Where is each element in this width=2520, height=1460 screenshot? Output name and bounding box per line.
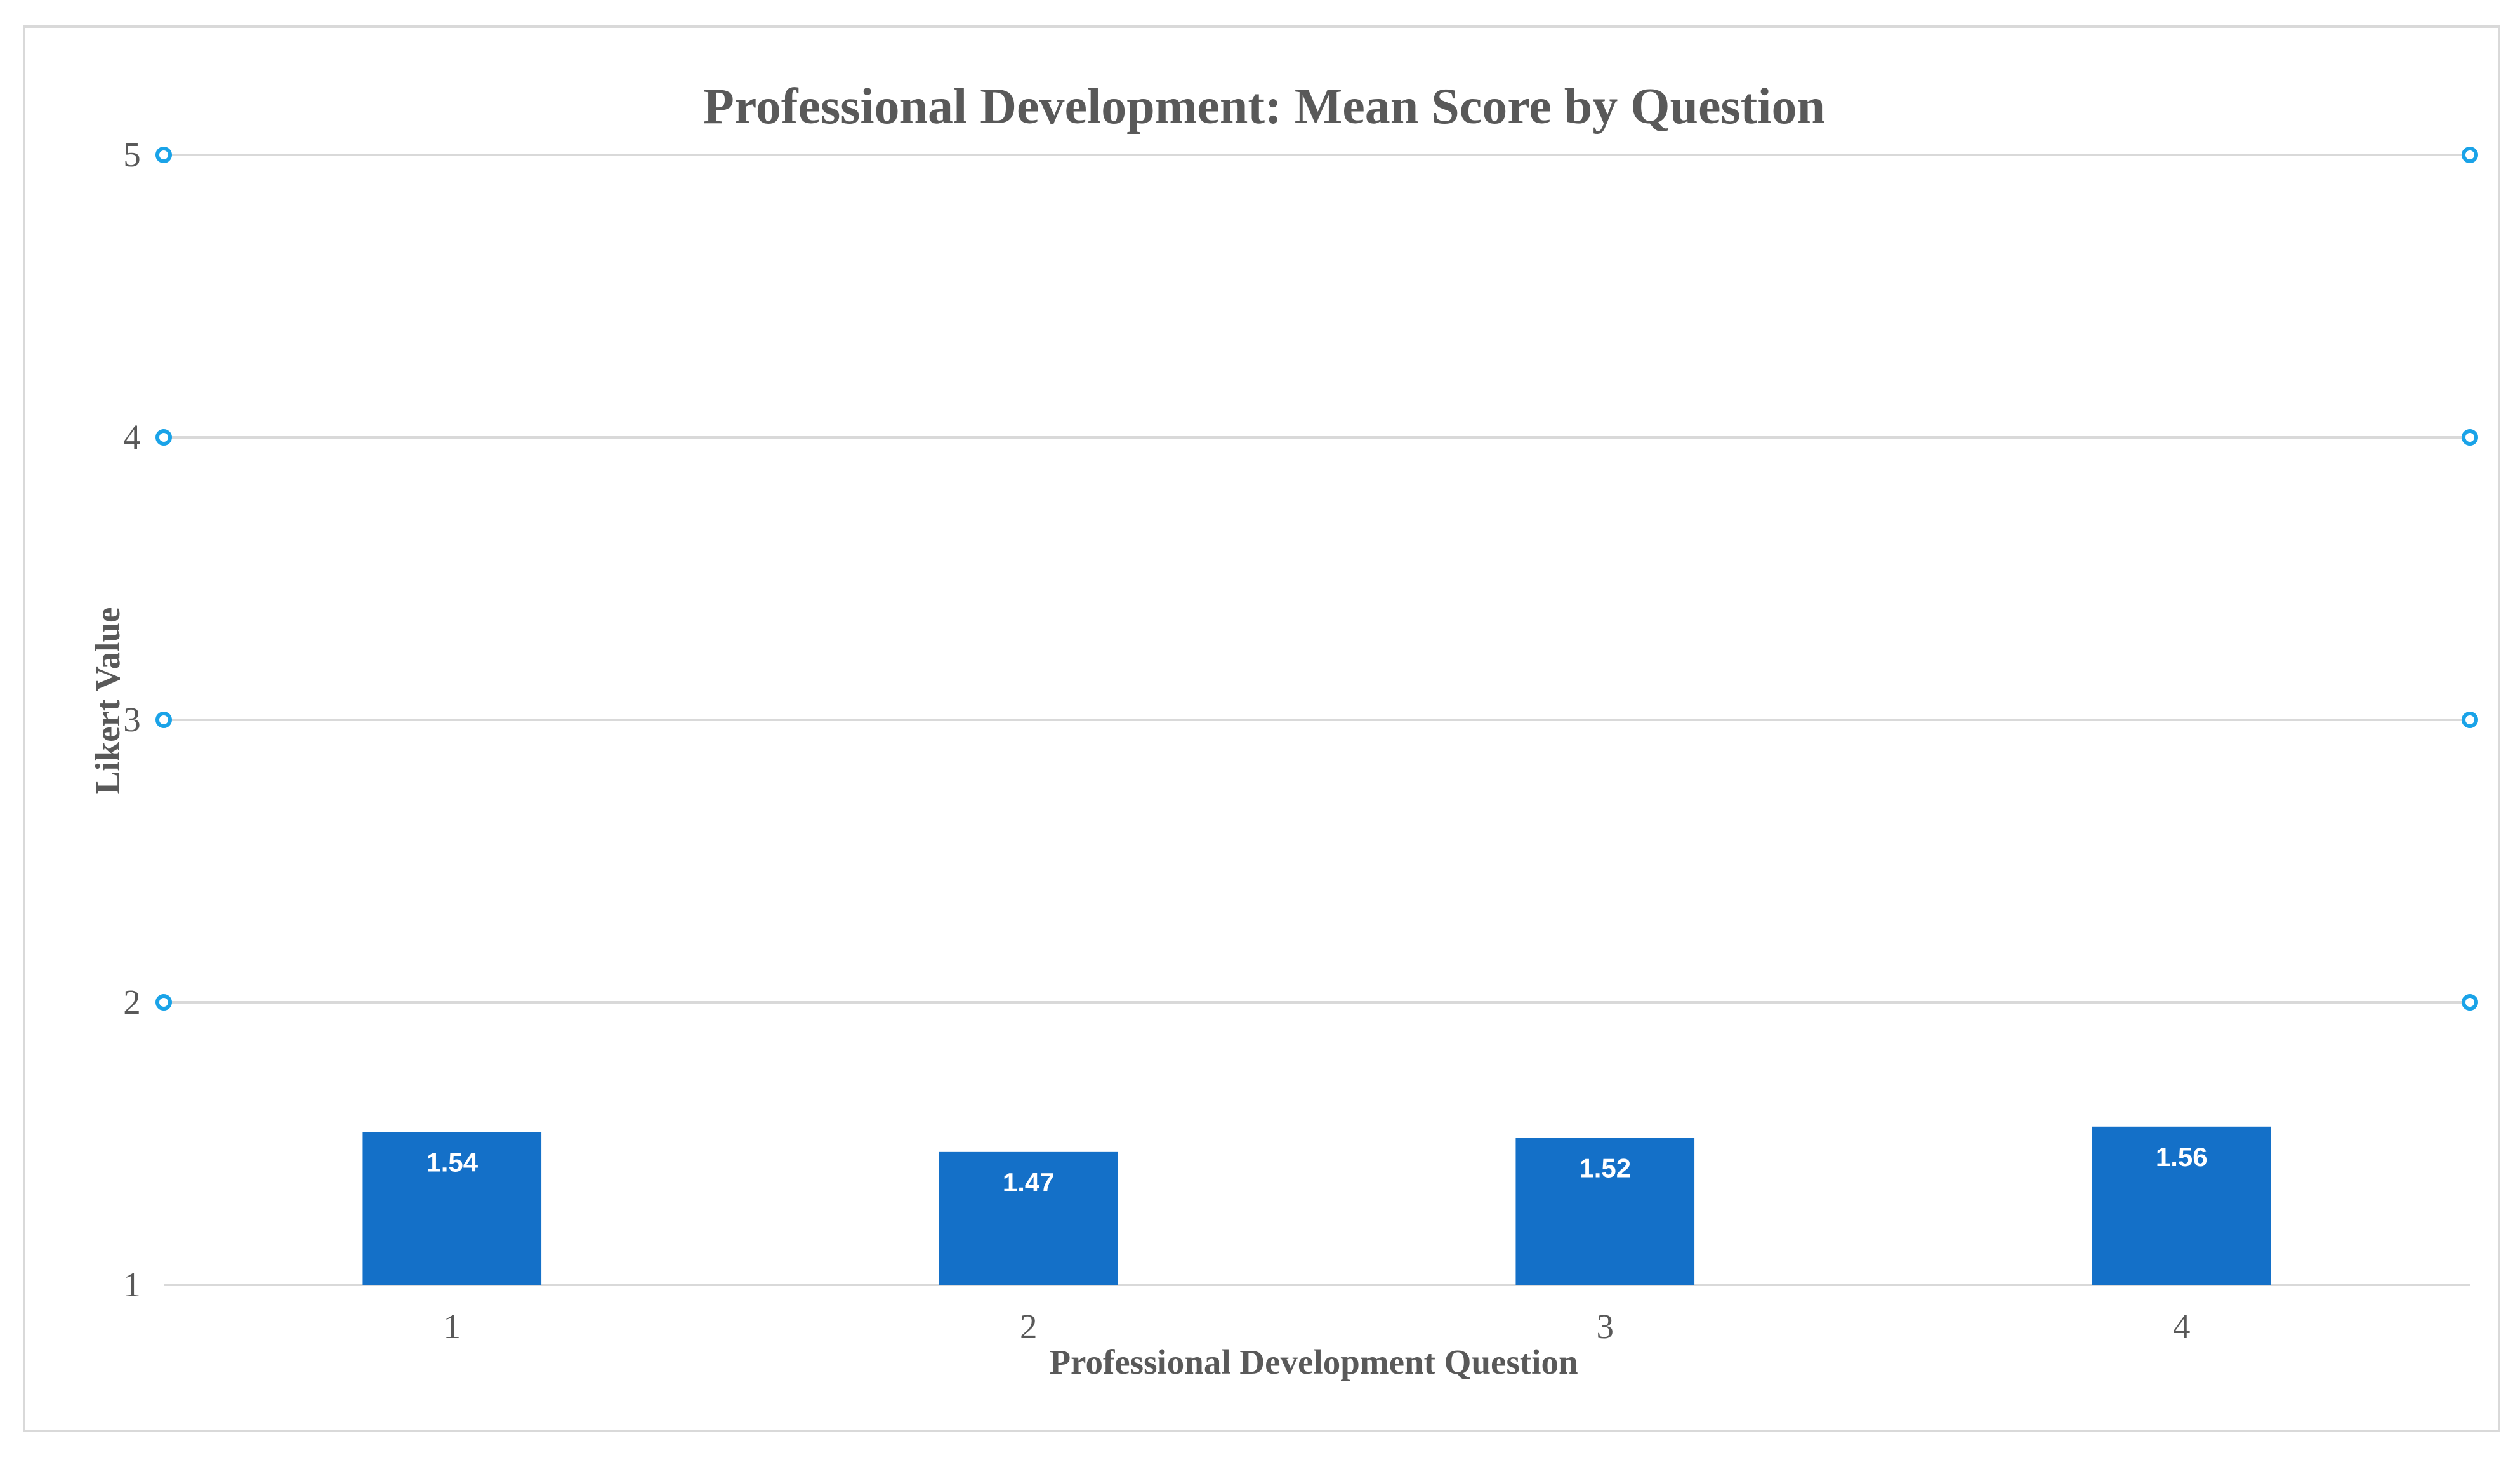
y-tick-label-2: 2 bbox=[123, 983, 141, 1021]
bar-3 bbox=[1515, 1138, 1695, 1285]
y-axis-title: Likert Value bbox=[88, 607, 127, 795]
x-axis-ticks: 1 2 3 4 bbox=[444, 1307, 2191, 1346]
y-tick-label-3: 3 bbox=[123, 700, 141, 739]
gridline-marker-3-left bbox=[155, 712, 172, 728]
data-label-1: 1.54 bbox=[426, 1148, 478, 1178]
bars bbox=[362, 1126, 2271, 1285]
y-axis-ticks: 1 2 3 4 5 bbox=[123, 135, 141, 1304]
x-tick-label-4: 4 bbox=[2173, 1307, 2191, 1346]
gridline-marker-5-right bbox=[2462, 147, 2478, 163]
data-label-4: 1.56 bbox=[2156, 1142, 2208, 1172]
chart-frame: Professional Development: Mean Score by … bbox=[23, 25, 2500, 1432]
y-tick-label-5: 5 bbox=[123, 135, 141, 174]
x-axis-title: Professional Development Question bbox=[1049, 1343, 1578, 1381]
y-tick-label-1: 1 bbox=[123, 1265, 141, 1304]
x-tick-label-2: 2 bbox=[1020, 1307, 1038, 1346]
x-tick-label-3: 3 bbox=[1597, 1307, 1614, 1346]
gridline-marker-2-right bbox=[2462, 994, 2478, 1011]
chart-title: Professional Development: Mean Score by … bbox=[703, 79, 1825, 135]
bar-1 bbox=[362, 1132, 542, 1285]
bar-2 bbox=[939, 1151, 1118, 1285]
bar-chart: Professional Development: Mean Score by … bbox=[88, 79, 2478, 1381]
gridline-marker-4-right bbox=[2462, 429, 2478, 446]
x-tick-label-1: 1 bbox=[444, 1307, 461, 1346]
gridline-marker-2-left bbox=[155, 994, 172, 1011]
bar-4 bbox=[2092, 1126, 2271, 1285]
data-labels: 1.54 1.47 1.52 1.56 bbox=[426, 1142, 2207, 1197]
data-label-2: 1.47 bbox=[1003, 1167, 1055, 1197]
gridline-marker-4-left bbox=[155, 429, 172, 446]
gridline-marker-5-left bbox=[155, 147, 172, 163]
gridlines bbox=[164, 154, 2470, 1286]
gridline-markers bbox=[155, 147, 2478, 1011]
data-label-3: 1.52 bbox=[1579, 1153, 1631, 1183]
y-tick-label-4: 4 bbox=[123, 418, 141, 456]
gridline-marker-3-right bbox=[2462, 712, 2478, 728]
